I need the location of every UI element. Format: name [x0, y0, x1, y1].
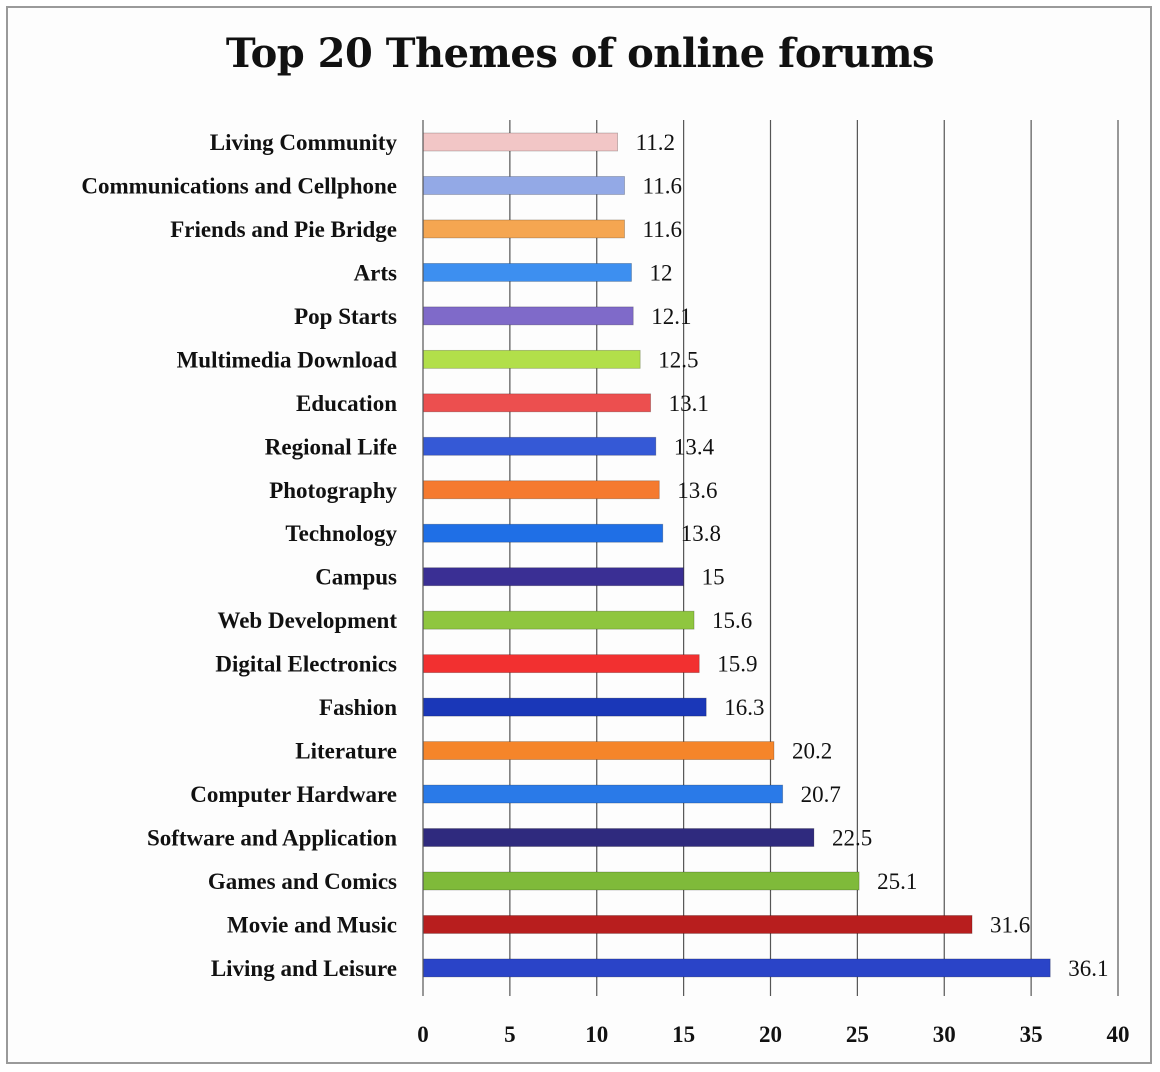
- category-label: Computer Hardware: [190, 782, 397, 807]
- value-labels: 11.2 11.6 11.6 12 12.1 12.5 13.1 13.4 13.6 13.8 15…: [636, 130, 1109, 981]
- value-label: 20.2: [792, 739, 832, 764]
- x-tick-label-40: 40: [1107, 1022, 1130, 1047]
- value-label: 11.2: [636, 130, 675, 155]
- category-label: Movie and Music: [227, 912, 397, 937]
- value-label: 15: [702, 565, 725, 590]
- bar-11: [422, 610, 695, 630]
- category-label: Communications and Cellphone: [81, 173, 397, 198]
- category-label: Multimedia Download: [177, 347, 398, 372]
- value-label: 13.1: [669, 391, 709, 416]
- bar-18: [422, 915, 973, 934]
- value-label: 13.4: [674, 434, 715, 459]
- x-tick-label-15: 15: [672, 1022, 695, 1047]
- bar-14: [422, 741, 775, 760]
- category-label: Fashion: [319, 695, 397, 720]
- category-label: Games and Comics: [208, 869, 397, 894]
- category-label: Digital Electronics: [215, 652, 397, 677]
- bar-7: [422, 436, 657, 456]
- bar-15: [422, 784, 784, 804]
- category-label: Photography: [269, 478, 397, 503]
- bar-9: [422, 523, 664, 543]
- value-label: 12.1: [651, 304, 691, 329]
- x-tick-label-5: 5: [504, 1022, 516, 1047]
- x-tick-label-10: 10: [585, 1022, 608, 1047]
- category-label: Web Development: [217, 608, 397, 633]
- bar-17: [422, 871, 860, 891]
- category-label: Literature: [295, 739, 397, 764]
- x-tick-label-25: 25: [846, 1022, 869, 1047]
- bar-4: [422, 306, 634, 326]
- value-label: 11.6: [643, 217, 682, 242]
- value-label: 12.5: [658, 347, 698, 372]
- value-label: 22.5: [832, 826, 872, 851]
- bars: [422, 132, 1051, 978]
- value-label: 20.7: [801, 782, 841, 807]
- bar-10: [422, 567, 685, 587]
- category-label: Friends and Pie Bridge: [170, 217, 397, 242]
- category-label: Regional Life: [265, 434, 397, 459]
- x-tick-label-30: 30: [933, 1022, 956, 1047]
- value-label: 36.1: [1068, 956, 1108, 981]
- category-label: Living and Leisure: [211, 956, 397, 981]
- value-label: 13.8: [681, 521, 721, 546]
- bar-6: [422, 393, 652, 413]
- category-label: Living Community: [210, 130, 398, 155]
- category-label: Arts: [354, 260, 397, 285]
- value-label: 25.1: [877, 869, 917, 894]
- category-labels: Living Community Communications and Cellp…: [81, 130, 397, 981]
- category-label: Education: [296, 391, 397, 416]
- bar-8: [422, 480, 660, 500]
- gridlines: [509, 120, 1119, 990]
- bar-19: [422, 958, 1051, 978]
- x-tick-label-20: 20: [759, 1022, 782, 1047]
- chart-title: Top 20 Themes of online forums: [225, 30, 935, 77]
- category-label: Pop Starts: [294, 304, 397, 329]
- x-tick-label-35: 35: [1020, 1022, 1043, 1047]
- bar-16: [422, 828, 815, 847]
- bar-0: [422, 132, 619, 152]
- x-axis: 0 5 10 15 20 25 30 35 40: [417, 120, 1130, 1047]
- value-label: 15.9: [717, 652, 757, 677]
- value-label: 11.6: [643, 173, 682, 198]
- category-label: Technology: [285, 521, 397, 546]
- bar-12: [422, 654, 700, 674]
- value-label: 16.3: [724, 695, 764, 720]
- bar-3: [422, 263, 632, 282]
- bar-1: [422, 176, 625, 195]
- bar-13: [422, 697, 707, 717]
- bar-5: [422, 349, 641, 369]
- category-label: Software and Application: [147, 826, 397, 851]
- x-tick-label-0: 0: [417, 1022, 429, 1047]
- value-label: 31.6: [990, 912, 1030, 937]
- bar-2: [422, 219, 625, 239]
- value-label: 13.6: [677, 478, 717, 503]
- value-label: 12: [650, 260, 673, 285]
- category-label: Campus: [315, 565, 397, 590]
- value-label: 15.6: [712, 608, 752, 633]
